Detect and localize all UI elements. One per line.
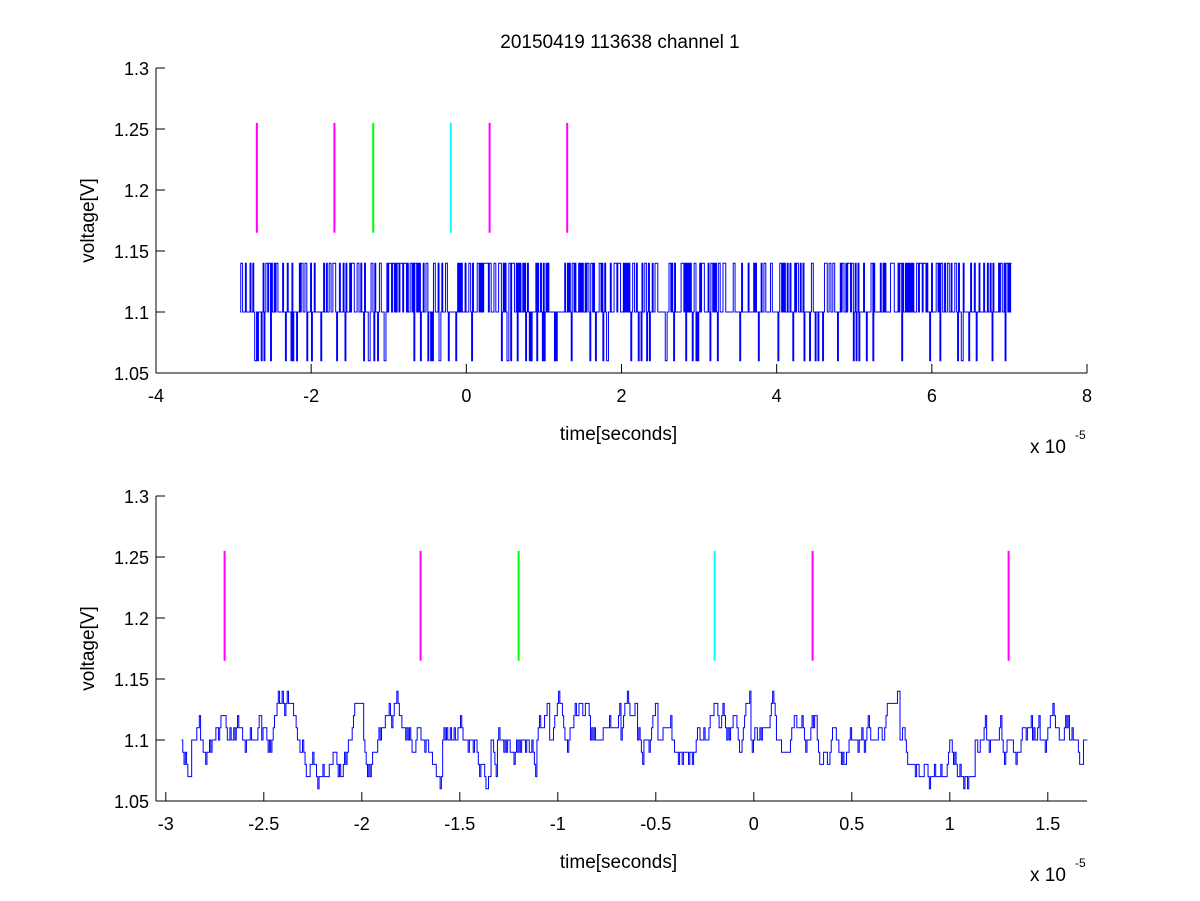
y-tick-label: 1.1 (124, 303, 149, 323)
x-tick-label: -2 (354, 814, 370, 834)
x-tick-label: 8 (1082, 386, 1092, 406)
signal-trace (239, 262, 1012, 362)
figure-title: 20150419 113638 channel 1 (500, 32, 740, 53)
x-tick-label: -0.5 (640, 814, 671, 834)
x-tick-label: 6 (927, 386, 937, 406)
x-tick-label: 0 (461, 386, 471, 406)
x-tick-label: -2 (303, 386, 319, 406)
x-multiplier-exponent: -5 (1075, 856, 1086, 870)
x-tick-label: 1.5 (1035, 814, 1060, 834)
y-tick-label: 1.2 (124, 609, 149, 629)
x-tick-label: -1 (550, 814, 566, 834)
y-axis-label: voltage[V] (78, 178, 99, 263)
y-tick-label: 1.25 (114, 120, 149, 140)
x-tick-label: -1.5 (444, 814, 475, 834)
x-tick-label: -4 (148, 386, 164, 406)
subplot-bottom: -3 -2.5 -2 -1.5 -1 -0.5 0 0.5 1 1.5 1.05 1.1 1.15 1.2… (78, 487, 1088, 886)
y-tick-label: 1.25 (114, 548, 149, 568)
x-tick-label: -2.5 (248, 814, 279, 834)
x-tick-label: 0 (749, 814, 759, 834)
x-axis-label: time[seconds] (560, 852, 677, 873)
y-tick-label: 1.3 (124, 59, 149, 79)
subplot-top: -4 -2 0 2 4 6 8 1.05 1.1 1.15 1.2 1.25 1.3 time[secon… (78, 59, 1092, 458)
y-tick-label: 1.3 (124, 487, 149, 507)
x-tick-label: 1 (945, 814, 955, 834)
y-tick-label: 1.15 (114, 242, 149, 262)
x-tick-label: 2 (616, 386, 626, 406)
x-tick-label: 4 (772, 386, 782, 406)
x-multiplier-exponent: -5 (1075, 428, 1086, 442)
x-multiplier-label: x 10 (1030, 437, 1066, 458)
x-tick-label: 0.5 (839, 814, 864, 834)
signal-trace (181, 690, 1088, 790)
y-tick-label: 1.2 (124, 181, 149, 201)
y-tick-label: 1.1 (124, 731, 149, 751)
y-axis-label: voltage[V] (78, 606, 99, 691)
x-tick-label: -3 (158, 814, 174, 834)
y-tick-label: 1.05 (114, 364, 149, 384)
x-multiplier-label: x 10 (1030, 865, 1066, 886)
y-tick-label: 1.15 (114, 670, 149, 690)
x-axis-label: time[seconds] (560, 424, 677, 445)
y-tick-label: 1.05 (114, 792, 149, 812)
